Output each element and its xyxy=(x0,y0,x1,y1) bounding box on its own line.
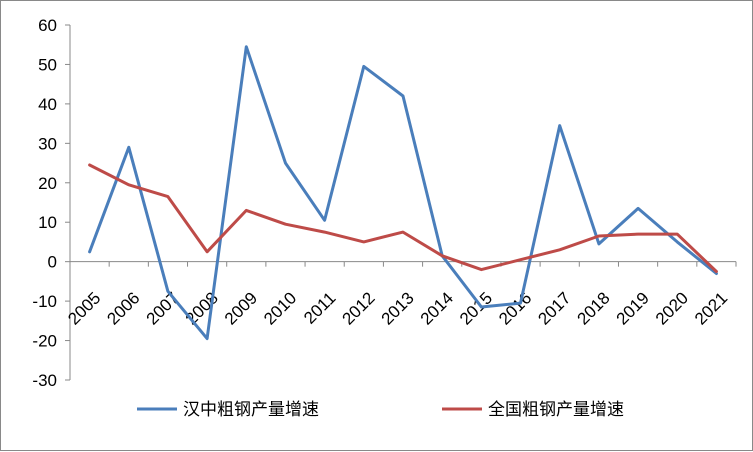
y-tick-label: 50 xyxy=(38,55,57,74)
x-tick-label: 2015 xyxy=(456,288,496,328)
y-tick-label: 10 xyxy=(38,213,57,232)
legend-label-2: 全国粗钢产量增速 xyxy=(488,400,624,420)
x-tick-label: 2013 xyxy=(378,288,418,328)
series-line-2 xyxy=(88,163,718,273)
x-tick-label: 2010 xyxy=(260,288,300,328)
y-tick-label: -20 xyxy=(32,332,57,351)
y-tick-label: 30 xyxy=(38,134,57,153)
x-tick-label: 2009 xyxy=(221,288,261,328)
x-tick-label: 2011 xyxy=(300,288,339,327)
series-lines xyxy=(88,45,718,341)
x-tick-label: 2012 xyxy=(338,288,378,328)
legend: 汉中粗钢产量增速 全国粗钢产量增速 xyxy=(137,400,624,420)
y-tick-label: 0 xyxy=(48,253,57,272)
x-tick-label: 2014 xyxy=(417,288,457,328)
x-tick-label: 2019 xyxy=(613,288,653,328)
x-tick-label: 2018 xyxy=(574,288,614,328)
legend-label-1: 汉中粗钢产量增速 xyxy=(183,400,319,420)
y-tick-label: -30 xyxy=(32,371,57,390)
x-tick-label: 2016 xyxy=(495,288,535,328)
y-tick-labels: 60 50 40 30 20 10 0 -10 -20 -30 xyxy=(32,16,57,390)
y-tick-label: -10 xyxy=(32,292,57,311)
x-tick-label: 2007 xyxy=(143,288,183,328)
x-tick-label: 2021 xyxy=(691,288,731,328)
y-tick-label: 20 xyxy=(38,174,57,193)
x-tick-label: 2017 xyxy=(534,288,574,328)
x-tick-label: 2006 xyxy=(103,288,143,328)
x-tick-label: 2008 xyxy=(182,288,222,328)
y-tick-label: 60 xyxy=(38,16,57,35)
y-tick-label: 40 xyxy=(38,95,57,114)
series-line-1 xyxy=(88,45,718,341)
axes xyxy=(65,24,737,381)
x-tick-label: 2020 xyxy=(652,288,692,328)
